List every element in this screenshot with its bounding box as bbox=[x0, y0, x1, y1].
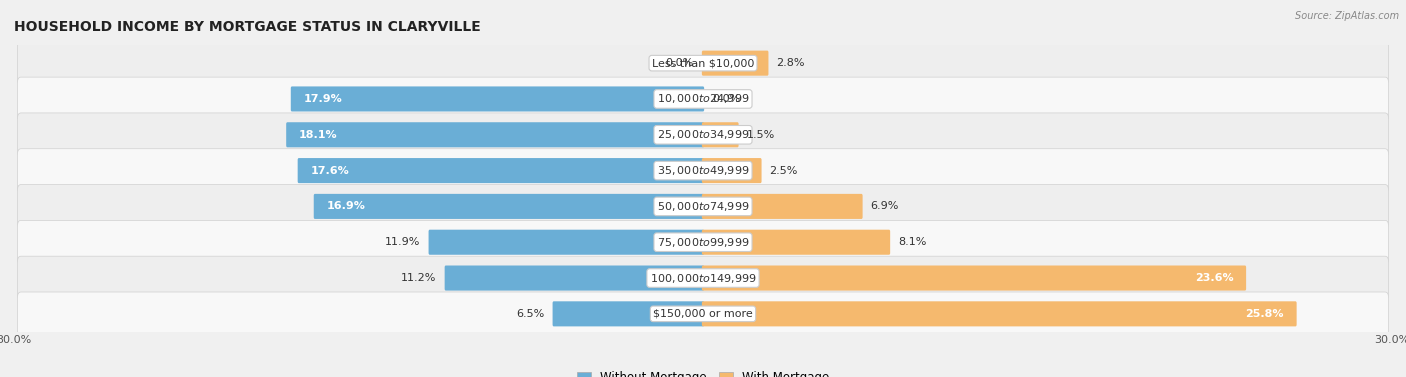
FancyBboxPatch shape bbox=[17, 113, 1389, 156]
FancyBboxPatch shape bbox=[444, 265, 704, 291]
FancyBboxPatch shape bbox=[291, 86, 704, 112]
Text: 2.8%: 2.8% bbox=[776, 58, 806, 68]
Text: 0.0%: 0.0% bbox=[665, 58, 693, 68]
FancyBboxPatch shape bbox=[17, 185, 1389, 228]
FancyBboxPatch shape bbox=[298, 158, 704, 183]
Text: $35,000 to $49,999: $35,000 to $49,999 bbox=[657, 164, 749, 177]
FancyBboxPatch shape bbox=[287, 122, 704, 147]
Text: 1.5%: 1.5% bbox=[747, 130, 775, 140]
FancyBboxPatch shape bbox=[17, 292, 1389, 336]
Text: 17.9%: 17.9% bbox=[304, 94, 342, 104]
FancyBboxPatch shape bbox=[17, 221, 1389, 264]
Text: HOUSEHOLD INCOME BY MORTGAGE STATUS IN CLARYVILLE: HOUSEHOLD INCOME BY MORTGAGE STATUS IN C… bbox=[14, 20, 481, 34]
Text: $25,000 to $34,999: $25,000 to $34,999 bbox=[657, 128, 749, 141]
FancyBboxPatch shape bbox=[702, 51, 769, 76]
Text: 6.9%: 6.9% bbox=[870, 201, 898, 211]
Text: 23.6%: 23.6% bbox=[1195, 273, 1233, 283]
Text: 6.5%: 6.5% bbox=[516, 309, 544, 319]
Text: 11.9%: 11.9% bbox=[385, 237, 420, 247]
Text: 17.6%: 17.6% bbox=[311, 166, 349, 176]
Text: 11.2%: 11.2% bbox=[401, 273, 437, 283]
FancyBboxPatch shape bbox=[17, 77, 1389, 121]
Text: 25.8%: 25.8% bbox=[1246, 309, 1284, 319]
FancyBboxPatch shape bbox=[702, 122, 738, 147]
FancyBboxPatch shape bbox=[17, 41, 1389, 85]
FancyBboxPatch shape bbox=[702, 265, 1246, 291]
FancyBboxPatch shape bbox=[429, 230, 704, 255]
Legend: Without Mortgage, With Mortgage: Without Mortgage, With Mortgage bbox=[572, 366, 834, 377]
Text: 0.0%: 0.0% bbox=[713, 94, 741, 104]
FancyBboxPatch shape bbox=[702, 230, 890, 255]
Text: 8.1%: 8.1% bbox=[898, 237, 927, 247]
FancyBboxPatch shape bbox=[702, 194, 863, 219]
Text: $10,000 to $24,999: $10,000 to $24,999 bbox=[657, 92, 749, 106]
Text: $100,000 to $149,999: $100,000 to $149,999 bbox=[650, 271, 756, 285]
FancyBboxPatch shape bbox=[314, 194, 704, 219]
FancyBboxPatch shape bbox=[17, 149, 1389, 192]
FancyBboxPatch shape bbox=[553, 301, 704, 326]
Text: 2.5%: 2.5% bbox=[769, 166, 799, 176]
Text: 16.9%: 16.9% bbox=[326, 201, 366, 211]
Text: Source: ZipAtlas.com: Source: ZipAtlas.com bbox=[1295, 11, 1399, 21]
Text: 18.1%: 18.1% bbox=[299, 130, 337, 140]
FancyBboxPatch shape bbox=[17, 256, 1389, 300]
FancyBboxPatch shape bbox=[702, 301, 1296, 326]
Text: $150,000 or more: $150,000 or more bbox=[654, 309, 752, 319]
Text: $50,000 to $74,999: $50,000 to $74,999 bbox=[657, 200, 749, 213]
Text: $75,000 to $99,999: $75,000 to $99,999 bbox=[657, 236, 749, 249]
FancyBboxPatch shape bbox=[702, 158, 762, 183]
Text: Less than $10,000: Less than $10,000 bbox=[652, 58, 754, 68]
